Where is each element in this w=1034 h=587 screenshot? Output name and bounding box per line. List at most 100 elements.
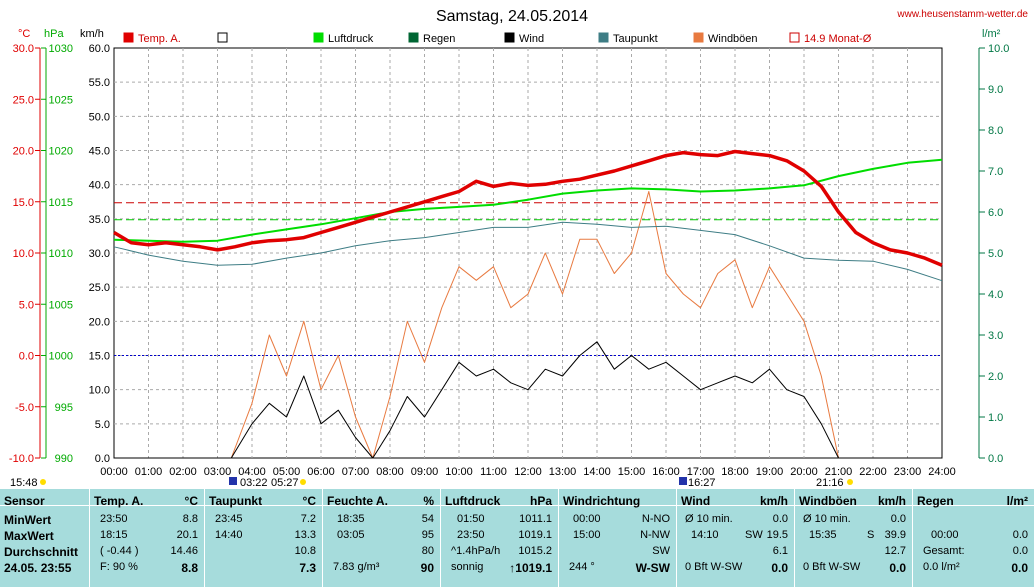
x-tick-label: 10:00: [445, 466, 473, 478]
legend-label-5: Taupunkt: [613, 33, 658, 45]
series-line-temp-a-: [113, 149, 943, 267]
time-mark-label: 21:16: [816, 477, 844, 489]
temp-tick-label: 15.0: [13, 197, 34, 209]
dewpoint-header: Taupunkt: [209, 494, 263, 508]
rain-column: Regen l/m² 00:00 0.0 Gesamt: 0.0 0.0 l/m² 0…: [913, 489, 1034, 587]
wind-beaufort-note: 0 Bft W-SW: [685, 561, 743, 573]
legend-swatch-7: [789, 32, 800, 43]
maxwert-label: MaxWert: [4, 529, 54, 543]
time-mark-label: 15:48: [10, 477, 38, 489]
temp-header: Temp. A.: [94, 494, 144, 508]
x-tick-label: 04:00: [238, 466, 266, 478]
humidity-avg-value: 80: [421, 545, 434, 557]
wind-tick-label: 5.0: [95, 419, 110, 431]
rain-tick-label: 5.0: [988, 248, 1003, 260]
temp-tick-label: 10.0: [13, 248, 34, 260]
rain-tick-label: 6.0: [988, 207, 1003, 219]
temp-tick-label: 20.0: [13, 146, 34, 158]
series-line-taupunkt: [113, 221, 943, 282]
rain-current-note: 0.0 l/m²: [923, 561, 960, 573]
wind-max-time: 14:10: [691, 529, 719, 541]
wind-direction-avg-value: SW: [652, 545, 670, 557]
legend-label-0: Temp. A.: [138, 33, 181, 45]
rain-tick-label: 2.0: [988, 371, 1003, 383]
legend-label-2: Luftdruck: [328, 33, 374, 45]
wind-tick-label: 10.0: [89, 385, 110, 397]
x-tick-label: 11:00: [480, 466, 507, 478]
sensor-header: Sensor: [4, 494, 45, 508]
x-tick-label: 02:00: [169, 466, 197, 478]
gust-min-note: Ø 10 min.: [803, 513, 851, 525]
pressure-avg-value: 1015.2: [518, 545, 552, 557]
row-labels-column: Sensor MinWert MaxWert Durchschnitt 24.0…: [0, 489, 90, 587]
durchschnitt-label: Durchschnitt: [4, 545, 79, 559]
humidity-min-value: 54: [421, 513, 434, 525]
x-tick-label: 13:00: [549, 466, 577, 478]
gust-avg-value: 12.7: [884, 545, 906, 557]
temp-min-value: 8.8: [182, 513, 198, 525]
pressure-tick-label: 1030: [49, 43, 73, 55]
rain-tick-label: 3.0: [988, 330, 1003, 342]
x-tick-label: 00:00: [100, 466, 128, 478]
series-line-wind: [114, 341, 942, 459]
x-tick-label: 08:00: [376, 466, 404, 478]
humidity-current-value: 90: [420, 561, 434, 575]
wind-direction-current-value: W-SW: [635, 561, 670, 575]
wind-tick-label: 55.0: [89, 77, 110, 89]
legend-swatch-3: [408, 32, 419, 43]
moon-icon: [679, 477, 687, 485]
x-tick-label: 23:00: [894, 466, 922, 478]
current-date-label: 24.05. 23:55: [4, 561, 72, 575]
dewpoint-unit: °C: [302, 494, 316, 508]
wind-max-value: 19.5: [766, 529, 788, 541]
gust-max-time: 15:35: [809, 529, 837, 541]
legend-label-4: Wind: [519, 33, 544, 45]
wind-tick-label: 40.0: [89, 180, 110, 192]
humidity-max-time: 03:05: [337, 529, 365, 541]
legend-swatch-2: [313, 32, 324, 43]
pressure-current-value: ↑1019.1: [509, 561, 552, 575]
x-tick-label: 20:00: [790, 466, 818, 478]
x-tick-label: 17:00: [687, 466, 715, 478]
pressure-trend-note: ^1.4hPa/h: [451, 545, 501, 557]
wind-current-value: 0.0: [771, 561, 788, 575]
legend-swatch-5: [598, 32, 609, 43]
pressure-tick-label: 1000: [49, 351, 73, 363]
wind-tick-label: 20.0: [89, 316, 110, 328]
x-tick-label: 09:00: [411, 466, 439, 478]
wind-direction-min-time: 00:00: [573, 513, 601, 525]
x-tick-label: 14:00: [583, 466, 611, 478]
wind-direction-column: Windrichtung 00:00 N-NO 15:00 N-NW SW 244 …: [559, 489, 677, 587]
time-mark-label: 16:27: [688, 477, 716, 489]
wind-tick-label: 25.0: [89, 282, 110, 294]
humidity-header: Feuchte A.: [327, 494, 388, 508]
chart-title: Samstag, 24.05.2014: [436, 8, 588, 25]
pressure-min-time: 01:50: [457, 513, 485, 525]
legend-swatch-1: [217, 32, 228, 43]
rain-current-value: 0.0: [1011, 561, 1028, 575]
x-tick-label: 16:00: [652, 466, 680, 478]
pressure-max-value: 1019.1: [518, 529, 552, 541]
wind-column: Wind km/h Ø 10 min. 0.0 14:10 SW 19.5 6.1 0…: [677, 489, 795, 587]
rain-total-value: 0.0: [1012, 545, 1028, 557]
dewpoint-min-time: 23:45: [215, 513, 243, 525]
legend-swatch-6: [693, 32, 704, 43]
pressure-tick-label: 1015: [49, 197, 73, 209]
rain-tick-label: 10.0: [988, 43, 1009, 55]
pressure-tick-label: 990: [55, 453, 73, 465]
x-tick-label: 01:00: [135, 466, 163, 478]
humidity-min-time: 18:35: [337, 513, 365, 525]
rain-total-label: Gesamt:: [923, 545, 965, 557]
dewpoint-max-value: 13.3: [294, 529, 316, 541]
temp-column: Temp. A. °C 23:50 8.8 18:15 20.1 ( -0.44 )…: [90, 489, 205, 587]
rain-unit-label: l/m²: [982, 28, 1001, 40]
temp-max-value: 20.1: [176, 529, 198, 541]
rain-tick-label: 9.0: [988, 84, 1003, 96]
rain-unit: l/m²: [1006, 494, 1028, 508]
pressure-column: Luftdruck hPa 01:50 1011.1 23:50 1019.1 ^1…: [441, 489, 559, 587]
series-line-luftdruck: [113, 158, 943, 243]
wind-tick-label: 35.0: [89, 214, 110, 226]
sun-icon: [847, 479, 853, 485]
pressure-unit: hPa: [529, 494, 552, 508]
legend-label-6: Windböen: [708, 33, 758, 45]
